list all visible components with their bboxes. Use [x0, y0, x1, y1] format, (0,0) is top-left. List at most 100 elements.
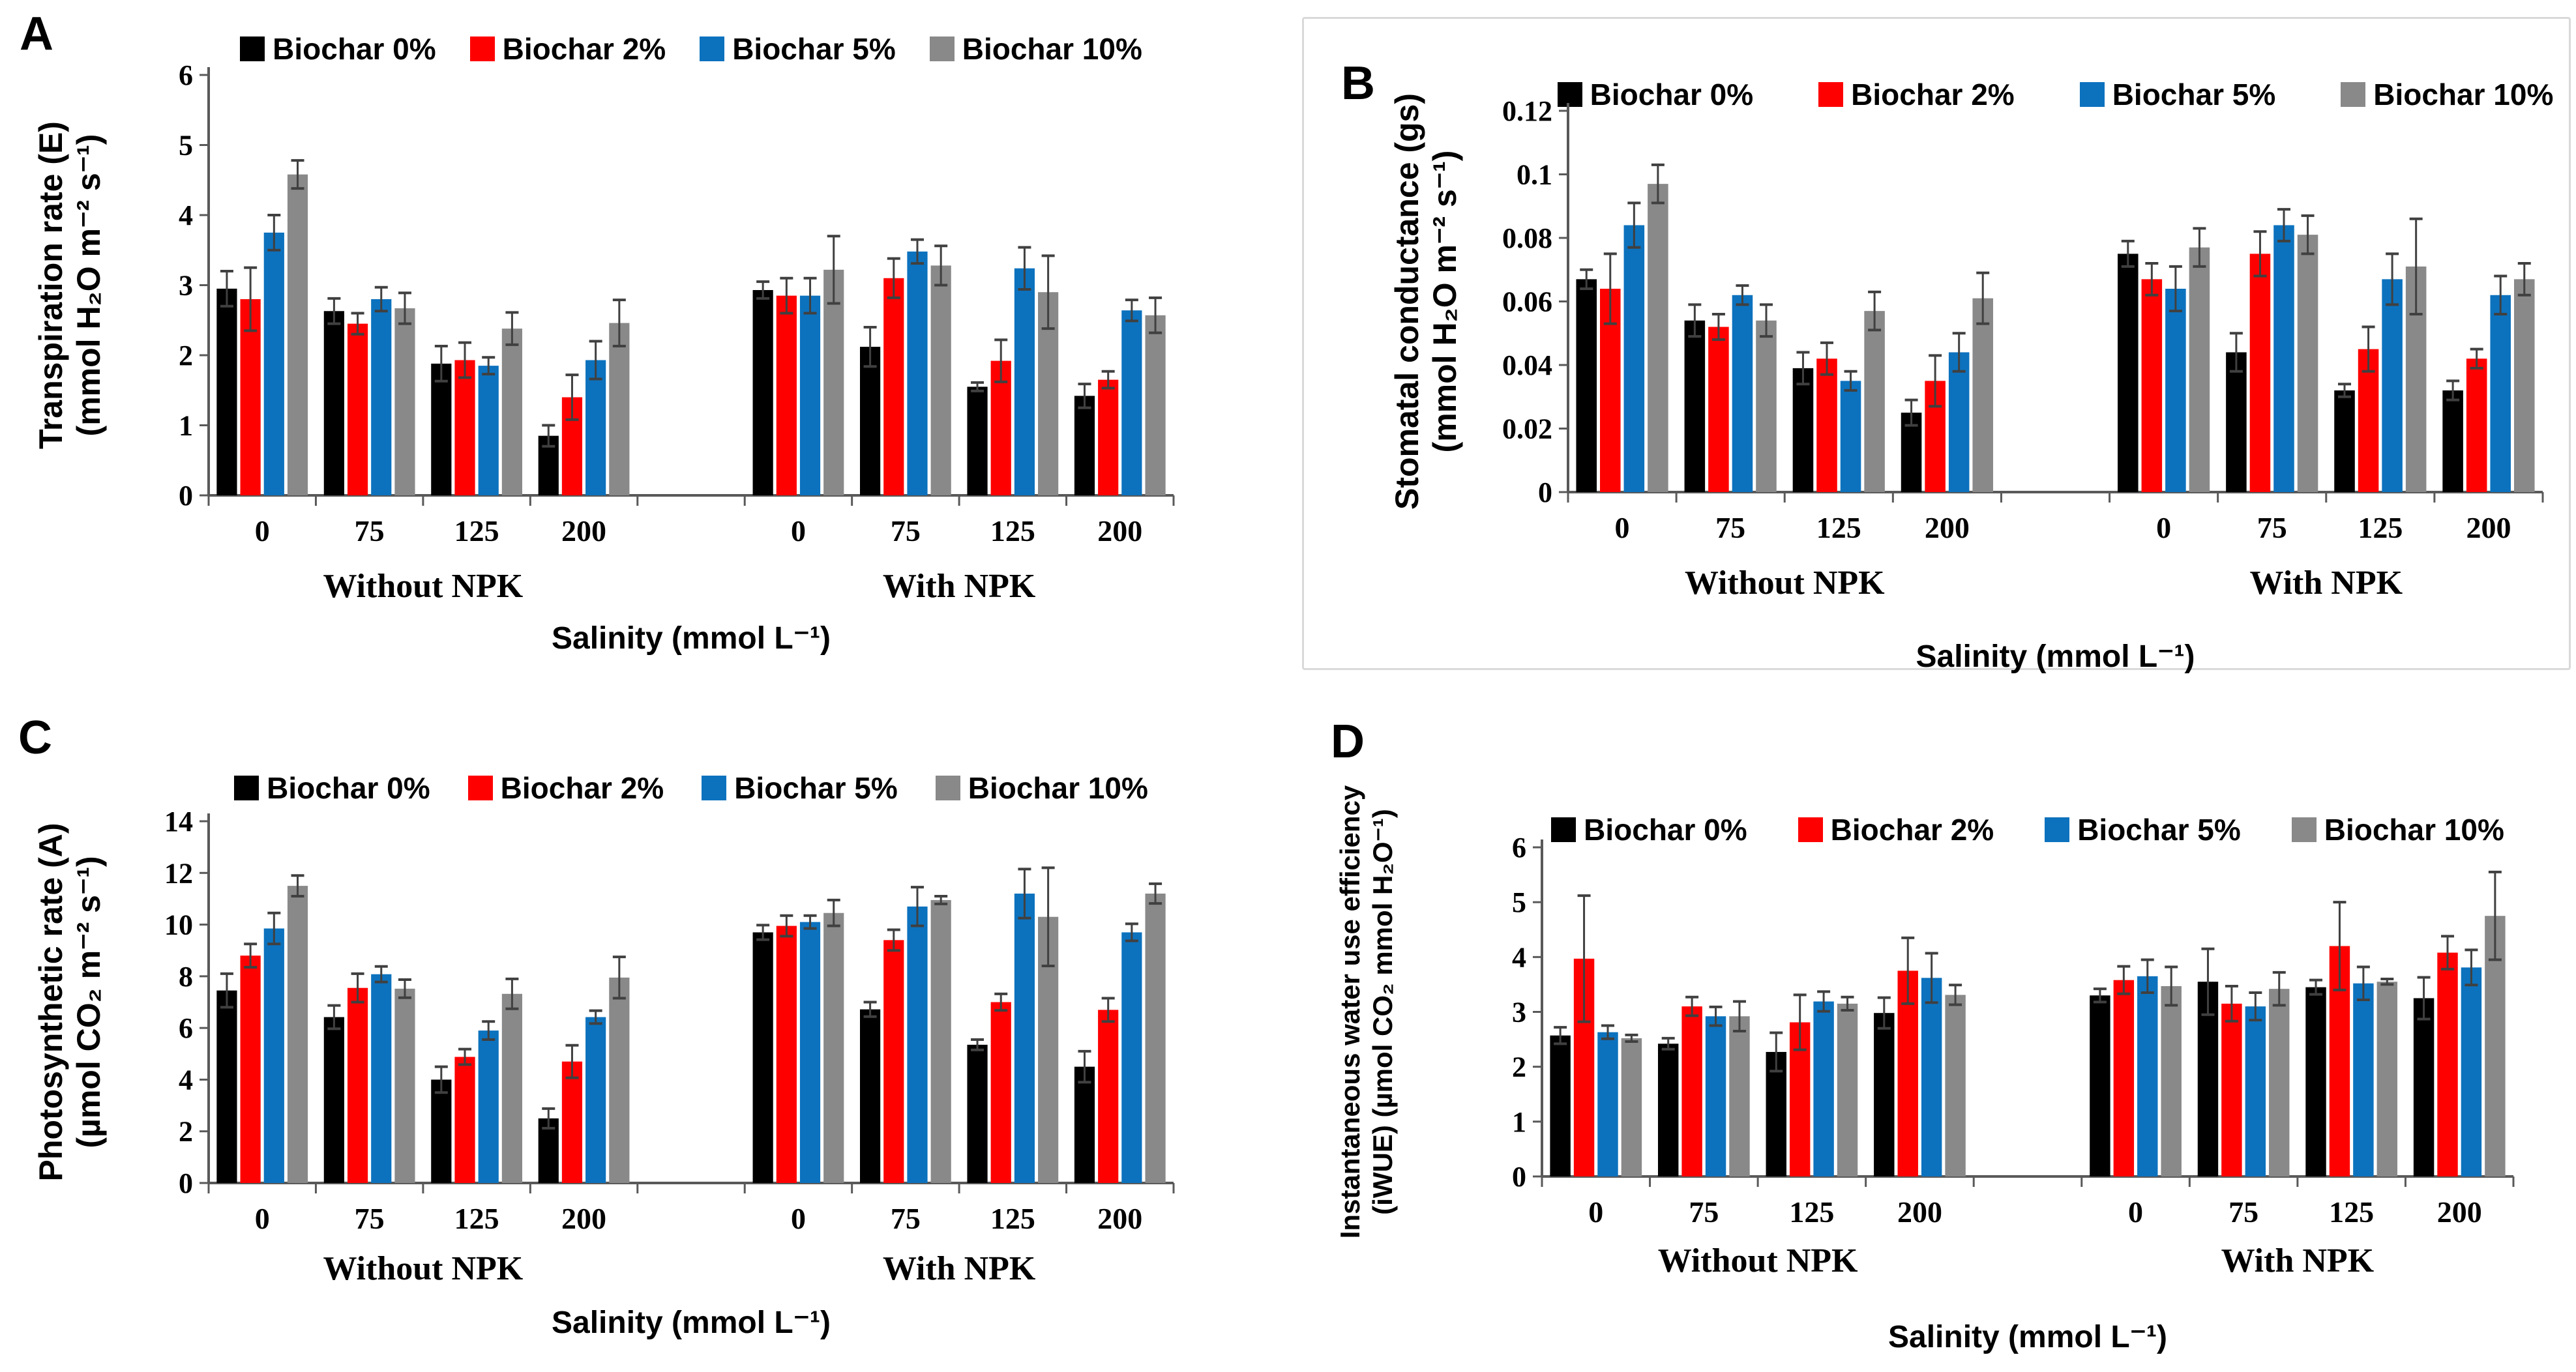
bar [585, 1017, 606, 1183]
legend-swatch-icon [1798, 817, 1823, 842]
panel-letter: C [18, 712, 52, 764]
legend-label: Biochar 5% [732, 32, 896, 66]
bar [2413, 998, 2435, 1176]
bar [2113, 980, 2135, 1176]
bar [1948, 352, 1970, 492]
y-tick-label: 1 [179, 410, 193, 442]
bar [431, 363, 452, 495]
bar [1576, 279, 1597, 492]
bar [2513, 279, 2535, 492]
bar [454, 1057, 475, 1183]
legend-swatch-icon [2341, 82, 2366, 107]
bar [990, 360, 1011, 495]
y-tick-label: 6 [179, 1012, 193, 1044]
x-tick-label: 75 [355, 514, 385, 547]
y-tick-label: 2 [179, 340, 193, 372]
legend-swatch-icon [467, 776, 493, 800]
bar [1648, 184, 1668, 492]
x-tick-label: 75 [2257, 511, 2287, 544]
bar [1837, 1003, 1858, 1176]
bar [930, 265, 951, 495]
bar [585, 360, 606, 495]
y-axis-title: Instantaneous water use efficiency [1335, 785, 1365, 1238]
legend-label: Biochar 10% [968, 771, 1148, 805]
bar [1657, 1044, 1679, 1176]
bar [1014, 894, 1035, 1183]
legend-label: Biochar 10% [962, 32, 1142, 66]
y-tick-label: 0 [1512, 1161, 1526, 1193]
bar-chart: 0 1 2 3 4 5 6 0 75 125 200 Without NPK 0 75 125 200 With… [33, 59, 1175, 656]
legend-item: Biochar 5% [700, 31, 896, 66]
bar [263, 928, 284, 1183]
y-axis-title: (mmol H₂O m⁻² s⁻¹) [70, 134, 107, 437]
legend-item: Biochar 0% [1557, 77, 1753, 112]
x-tick-label: 125 [2329, 1195, 2374, 1229]
legend-item: Biochar 0% [234, 770, 430, 806]
bar [1621, 1038, 1642, 1176]
y-tick-label: 4 [179, 199, 193, 231]
legend-label: Biochar 5% [734, 771, 898, 805]
x-tick-label: 75 [1689, 1195, 1719, 1229]
y-axis-title: Stomatal conductance (gs) [1389, 93, 1425, 510]
x-tick-label: 0 [1615, 511, 1630, 544]
bar [1681, 1006, 1702, 1176]
x-tick-label: 0 [255, 514, 270, 547]
bar [478, 366, 499, 495]
bar [1098, 1010, 1119, 1183]
panel-D-water-use-efficiency: D Biochar 0% Biochar 2% Biochar 5% Biochar … [1288, 684, 2576, 1372]
bar-chart: 0 0.02 0.04 0.06 0.08 0.1 0.12 0 75 125 200 Without… [1389, 93, 2544, 674]
legend-label: Biochar 2% [1830, 813, 1994, 847]
bar [1074, 396, 1095, 495]
legend-swatch-icon [935, 776, 960, 800]
bar-chart: 0 1 2 3 4 5 6 0 75 125 200 Without NPK 0 75 125 200 With… [1335, 785, 2515, 1354]
bar [860, 1009, 881, 1183]
panel-letter: B [1341, 57, 1375, 109]
bar [930, 899, 951, 1183]
bar [1756, 320, 1777, 492]
bar [1145, 894, 1166, 1183]
bar [2226, 352, 2247, 492]
bar [776, 295, 797, 495]
x-tick-label: 125 [990, 1202, 1035, 1235]
bar [431, 1079, 452, 1183]
legend-label: Biochar 5% [2112, 78, 2276, 111]
x-tick-label: 200 [1097, 514, 1142, 547]
panel-C-photosynthetic-rate: C Biochar 0% Biochar 2% Biochar 5% Biochar … [0, 684, 1288, 1372]
bar [1766, 1051, 1786, 1176]
y-tick-label: 0.08 [1502, 222, 1552, 254]
bar [1972, 298, 1993, 492]
y-tick-label: 0.04 [1502, 349, 1552, 381]
bar [967, 1044, 988, 1183]
x-tick-label: 200 [1925, 511, 1970, 544]
legend-swatch-icon [702, 776, 727, 800]
bar [1816, 358, 1837, 492]
x-tick-label: 0 [791, 1202, 806, 1235]
bar [907, 906, 928, 1183]
legend-item: Biochar 0% [240, 31, 436, 66]
legend-item: Biochar 5% [702, 770, 898, 806]
y-tick-label: 0 [179, 1167, 193, 1199]
x-tick-label: 75 [891, 1202, 921, 1235]
x-tick-label: 125 [454, 1202, 499, 1235]
bar [609, 977, 630, 1183]
npk-section-label: With NPK [2221, 1242, 2375, 1279]
bar [454, 360, 475, 495]
y-tick-label: 5 [1512, 886, 1526, 918]
y-tick-label: 2 [179, 1116, 193, 1148]
x-tick-label: 0 [2128, 1195, 2143, 1229]
legend-swatch-icon [929, 36, 955, 61]
bar [323, 311, 344, 495]
bar [1121, 310, 1142, 495]
y-tick-label: 0 [179, 480, 193, 512]
y-tick-label: 0.12 [1502, 95, 1552, 127]
bar [323, 1017, 344, 1183]
bar [371, 974, 392, 1183]
bar [1121, 932, 1142, 1183]
bar [2189, 247, 2210, 492]
legend-label: Biochar 10% [2324, 813, 2504, 847]
legend-item: Biochar 2% [467, 770, 664, 806]
legend-swatch-icon [240, 36, 265, 61]
bar [752, 932, 773, 1183]
legend-label: Biochar 10% [2373, 78, 2554, 111]
